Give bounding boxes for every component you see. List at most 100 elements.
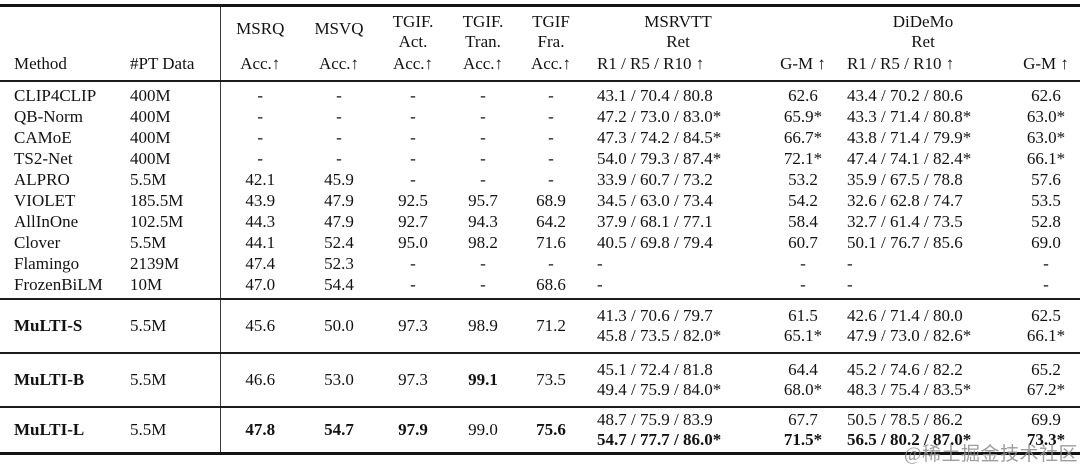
cell-msvq: 54.4 [324, 275, 354, 294]
cell-msrvtt-ret: 33.9 / 60.7 / 73.2 [597, 170, 713, 189]
cell-didemo-gm: 69.0 [1031, 233, 1061, 252]
cell-didemo-gm: 63.0* [1026, 107, 1066, 126]
cell-msrq: - [257, 149, 264, 168]
cell-msrq: - [257, 107, 264, 126]
cell-method: AllInOne [14, 212, 79, 231]
cell-tgif-tran: 95.7 [468, 191, 498, 210]
cell-tgif-tran: - [480, 254, 486, 273]
cell-method: ALPRO [14, 170, 70, 189]
section-baselines: CLIP4CLIP 400M - - - - - 43.1 / 70.4 / 80.8 62.6… [0, 81, 1080, 299]
table-row-flamingo: Flamingo 2139M 47.4 52.3 - - - - - - - [0, 253, 1080, 274]
cell-msrvtt-gm: 58.4 [788, 212, 818, 231]
cell-msrvtt-gm: 64.4 68.0* [783, 360, 823, 399]
cell-method: MuLTI-L [14, 420, 85, 439]
cell-pt-data: 400M [122, 148, 221, 169]
cell-tgif-act: - [410, 170, 416, 189]
cell-didemo-gm: 57.6 [1031, 170, 1061, 189]
cell-tgif-tran: - [480, 275, 486, 294]
cell-didemo-gm: - [1043, 254, 1049, 273]
cell-didemo-ret: 43.8 / 71.4 / 79.9* [847, 128, 972, 147]
cell-tgif-fra: 71.2 [536, 316, 566, 335]
cell-tgif-act: 92.7 [398, 212, 428, 231]
cell-tgif-act: - [410, 275, 416, 294]
cell-didemo-gm: 52.8 [1031, 212, 1061, 231]
cell-msrvtt-gm: 65.9* [783, 107, 823, 126]
cell-msrq: 46.6 [245, 370, 276, 389]
cell-pt-data: 102.5M [122, 211, 221, 232]
cell-didemo-ret: 43.3 / 71.4 / 80.8* [847, 107, 972, 126]
cell-msrvtt-ret: 34.5 / 63.0 / 73.4 [597, 191, 713, 210]
cell-tgif-tran: - [480, 107, 486, 126]
cell-tgif-tran: - [480, 170, 486, 189]
table-row-qb-norm: QB-Norm 400M - - - - - 47.2 / 73.0 / 83.0* 65.9*… [0, 106, 1080, 127]
cell-msvq: 53.0 [324, 370, 354, 389]
col-header-tgif-tran: TGIF. Tran. Acc.↑ [462, 12, 504, 73]
table-row-multi-s: MuLTI-S 5.5M 45.6 50.0 97.3 98.9 71.2 41.3 / 70… [0, 299, 1080, 353]
cell-method: Clover [14, 233, 61, 252]
cell-msrvtt-gm: 53.2 [788, 170, 818, 189]
cell-method: FrozenBiLM [14, 275, 103, 294]
cell-msrvtt-gm: 62.6 [788, 86, 818, 105]
cell-msvq: 54.7 [324, 420, 354, 439]
cell-tgif-act: - [410, 128, 416, 147]
cell-tgif-act: 97.9 [398, 420, 428, 439]
cell-tgif-act: - [410, 254, 416, 273]
cell-msrvtt-ret: 54.0 / 79.3 / 87.4* [597, 149, 722, 168]
cell-msrq: 47.0 [245, 275, 276, 294]
cell-msrvtt-gm: 60.7 [788, 233, 818, 252]
cell-pt-data: 400M [122, 81, 221, 106]
cell-tgif-fra: - [548, 128, 554, 147]
cell-pt-data: 185.5M [122, 190, 221, 211]
cell-didemo-ret: - [847, 254, 853, 273]
cell-msrvtt-ret: 48.7 / 75.9 / 83.9 54.7 / 77.7 / 86.0* [597, 410, 722, 449]
cell-didemo-gm: 63.0* [1026, 128, 1066, 147]
col-header-tgif-fra: TGIF Fra. Acc.↑ [530, 12, 572, 73]
cell-msrq: 44.3 [245, 212, 276, 231]
cell-pt-data: 5.5M [122, 232, 221, 253]
cell-pt-data: 5.5M [122, 169, 221, 190]
cell-didemo-ret: 42.6 / 71.4 / 80.0 47.9 / 73.0 / 82.6* [847, 306, 972, 345]
cell-msrvtt-ret: 47.3 / 74.2 / 84.5* [597, 128, 722, 147]
cell-tgif-fra: - [548, 107, 554, 126]
table-row-violet: VIOLET 185.5M 43.9 47.9 92.5 95.7 68.9 34.5 / 6… [0, 190, 1080, 211]
cell-tgif-fra: 71.6 [536, 233, 566, 252]
cell-msrvtt-ret: - [597, 254, 603, 273]
cell-didemo-ret: 35.9 / 67.5 / 78.8 [847, 170, 963, 189]
cell-msvq: 47.9 [324, 212, 354, 231]
cell-didemo-gm: - [1043, 275, 1049, 294]
col-header-didemo-ret: DiDeMo Ret R1 / R5 / R10 ↑ [847, 12, 955, 73]
cell-didemo-ret: 50.5 / 78.5 / 86.2 56.5 / 80.2 / 87.0* [847, 410, 972, 449]
cell-tgif-fra: 68.9 [536, 191, 566, 210]
cell-pt-data: 2139M [122, 253, 221, 274]
cell-didemo-gm: 66.1* [1026, 149, 1066, 168]
cell-msvq: 50.0 [324, 316, 354, 335]
cell-tgif-tran: 99.0 [468, 420, 498, 439]
cell-tgif-act: - [410, 86, 416, 105]
table-row-multi-b: MuLTI-B 5.5M 46.6 53.0 97.3 99.1 73.5 45.1 / 72… [0, 353, 1080, 407]
cell-didemo-gm: 62.6 [1031, 86, 1061, 105]
section-multi-l: MuLTI-L 5.5M 47.8 54.7 97.9 99.0 75.6 48.7 / 75… [0, 407, 1080, 454]
col-header-pt-data: #PT Data [122, 5, 221, 81]
cell-msrq: 42.1 [245, 170, 276, 189]
cell-msrvtt-ret: 40.5 / 69.8 / 79.4 [597, 233, 713, 252]
cell-msrq: 47.4 [245, 254, 276, 273]
table-row-ts2-net: TS2-Net 400M - - - - - 54.0 / 79.3 / 87.4* 72.1*… [0, 148, 1080, 169]
cell-msvq: 52.4 [324, 233, 354, 252]
header-row: Method #PT Data MSRQ Acc.↑ MSVQ Acc.↑ TGIF. A… [0, 5, 1080, 81]
cell-msvq: - [336, 128, 342, 147]
table-row-clover: Clover 5.5M 44.1 52.4 95.0 98.2 71.6 40.5 / 69.… [0, 232, 1080, 253]
cell-msrvtt-ret: - [597, 275, 603, 294]
col-header-msrvtt-ret: MSRVTT Ret R1 / R5 / R10 ↑ [597, 12, 712, 73]
cell-tgif-tran: - [480, 149, 486, 168]
table-row-camoe: CAMoE 400M - - - - - 47.3 / 74.2 / 84.5* 66.7* 43… [0, 127, 1080, 148]
cell-didemo-ret: 50.1 / 76.7 / 85.6 [847, 233, 963, 252]
cell-msrq: 43.9 [245, 191, 276, 210]
cell-tgif-tran: 98.9 [468, 316, 498, 335]
cell-pt-data: 400M [122, 106, 221, 127]
cell-pt-data: 5.5M [122, 353, 221, 407]
cell-method: QB-Norm [14, 107, 83, 126]
results-table: Method #PT Data MSRQ Acc.↑ MSVQ Acc.↑ TGIF. A… [0, 4, 1080, 455]
cell-tgif-fra: - [548, 170, 554, 189]
table-row-allinone: AllInOne 102.5M 44.3 47.9 92.7 94.3 64.2 37.9 /… [0, 211, 1080, 232]
cell-didemo-gm: 69.9 73.3* [1026, 410, 1066, 449]
